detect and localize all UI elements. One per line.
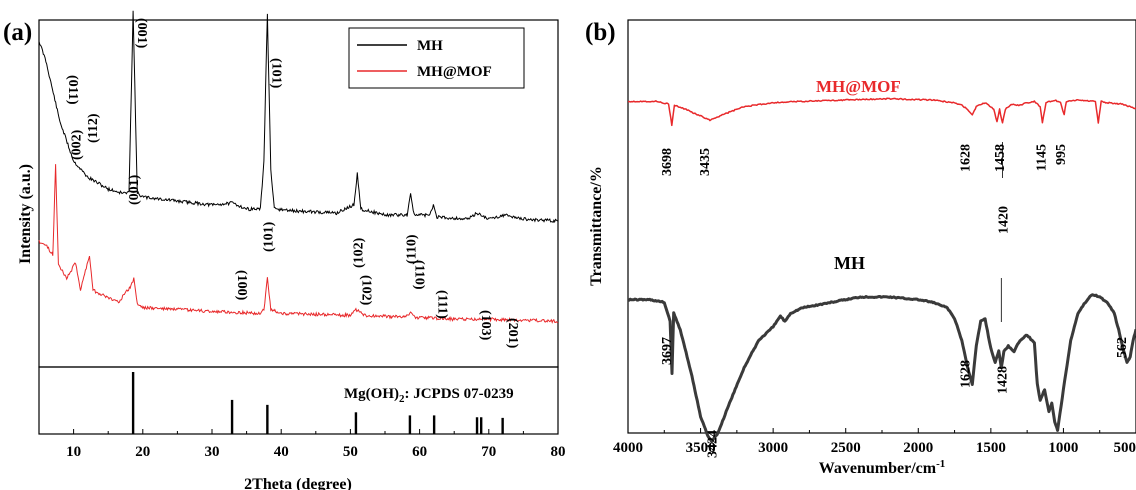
panel-b-series-label-mh: MH <box>834 253 865 273</box>
peak-label-mh: (101) <box>268 58 283 89</box>
panel-a-x-axis: 10 20 30 40 50 60 70 80 <box>38 429 566 460</box>
x-tick-label: 50 <box>343 444 358 460</box>
x-tick-label: 1500 <box>976 440 1006 456</box>
panel-a-label: (a) <box>3 19 32 46</box>
panel-a-x-axis-title: 2Theta (degree) <box>244 476 352 490</box>
x-tick-label: 2500 <box>831 440 861 456</box>
x-tick-label: 30 <box>205 444 220 460</box>
peak-label-mh-mof: 3698 <box>660 148 675 176</box>
peak-label-mh: 3697 <box>660 337 675 365</box>
x-tick-label: 3000 <box>758 440 788 456</box>
x-tick-label: 500 <box>1114 440 1136 456</box>
peak-label-mh-mof: 1458 <box>993 144 1008 172</box>
x-tick-label: 60 <box>412 444 427 460</box>
peak-label-mh: 1628 <box>958 360 973 388</box>
peak-label-mh: 1428 <box>995 366 1010 394</box>
x-tick-label: 80 <box>551 444 566 460</box>
panel-b-y-axis-title: Transmittance/% <box>588 166 605 286</box>
peak-label-mh: (100) <box>234 270 249 301</box>
peak-label-mh: (111) <box>434 290 449 319</box>
peak-label-mh-mof: (110) <box>405 234 420 264</box>
peak-label-mh-mof: (102) <box>351 237 366 268</box>
panel-a-reference-frame <box>38 366 559 435</box>
peak-label-mh: (011) <box>65 75 80 105</box>
peak-label-mh-mof: (112) <box>86 113 101 143</box>
panel-b-series-layer <box>627 97 1136 443</box>
x-tick-label: 10 <box>66 444 81 460</box>
peak-label-mh-mof: 1420 <box>997 206 1012 234</box>
panel-b-peak-labels: 3698343516281458142011459954223697342416… <box>660 142 1130 458</box>
peak-label-mh-mof: 3435 <box>698 148 713 176</box>
panel-b-x-axis: 4000 3500 3000 2500 2000 1500 1000 500 <box>613 428 1136 456</box>
panel-a-y-axis-title: Intensity (a.u.) <box>17 164 34 264</box>
panel-a: (a) (011)(001)(100)(101)(102)(110)(111)(… <box>3 10 566 490</box>
peak-label-mh-mof: 1145 <box>1034 144 1049 171</box>
series-mh-line <box>38 10 559 224</box>
panel-a-peak-labels: (011) (001) (100) (101) (102) (110) (111) (103)… <box>65 18 520 349</box>
peak-label-mh: (201) <box>505 318 520 349</box>
peak-label-mh: (110) <box>412 260 427 290</box>
peak-label-mh-mof: (001) <box>127 174 142 205</box>
peak-label-mh-mof: 995 <box>1054 144 1069 165</box>
peak-label-mh: (103) <box>478 310 493 341</box>
panel-a-reference-sticks <box>131 372 504 434</box>
x-tick-label: 40 <box>274 444 289 460</box>
x-tick-label: 3500 <box>686 440 716 456</box>
legend-label-mh: MH <box>417 38 443 54</box>
reference-label: Mg(OH)2: JCPDS 07-0239 <box>344 386 514 405</box>
panel-b-x-axis-title: Wavenumber/cm-1 <box>819 458 946 477</box>
x-tick-label: 70 <box>481 444 496 460</box>
peak-label-mh: (001) <box>134 18 149 49</box>
peak-label-mh-mof: 1628 <box>958 144 973 172</box>
peak-label-mh: (102) <box>358 275 373 306</box>
peak-label-mh-mof: (101) <box>261 221 276 252</box>
x-tick-label: 2000 <box>903 440 933 456</box>
panel-a-series-layer <box>38 10 559 324</box>
x-tick-label: 1000 <box>1048 440 1078 456</box>
panel-a-legend: MH MH@MOF <box>348 27 525 89</box>
x-tick-label: 4000 <box>613 440 643 456</box>
x-tick-label: 20 <box>135 444 150 460</box>
peak-label-mh-mof: (002) <box>70 129 85 160</box>
legend-box <box>348 27 525 89</box>
peak-label-mh: 3424 <box>706 430 721 458</box>
legend-label-mh-mof: MH@MOF <box>417 64 492 80</box>
series-mh-mof-line <box>38 164 559 324</box>
series-mh-mof-ftir <box>627 97 1136 127</box>
panel-b: (b) 369834351628145814201145995422369734… <box>585 19 1136 477</box>
panel-b-series-label-mh-mof: MH@MOF <box>816 77 901 96</box>
series-mh-ftir <box>627 293 1136 443</box>
panel-b-label: (b) <box>585 19 616 46</box>
peak-label-mh: 562 <box>1115 337 1130 358</box>
